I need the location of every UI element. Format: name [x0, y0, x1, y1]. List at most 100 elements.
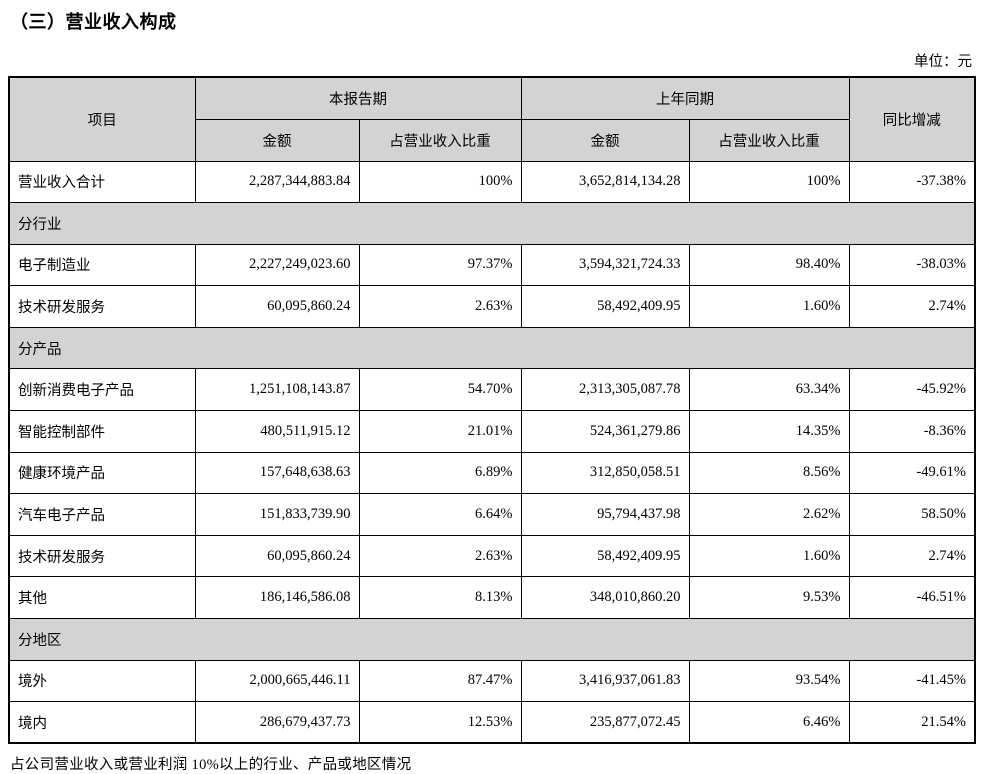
- current-amount-cell: 60,095,860.24: [194, 534, 360, 578]
- col-header-item: 项目: [8, 76, 196, 162]
- section-label: 分地区: [8, 618, 976, 661]
- yoy-change-cell: 58.50%: [848, 493, 976, 536]
- prior-proportion-cell: 14.35%: [688, 410, 850, 453]
- current-proportion-cell: 8.13%: [358, 576, 522, 620]
- table-row: 技术研发服务 60,095,860.24 2.63% 58,492,409.95 1.6…: [8, 534, 976, 578]
- current-proportion-cell: 6.64%: [358, 493, 522, 536]
- item-cell: 境内: [8, 701, 196, 744]
- footer-note: 占公司营业收入或营业利润 10%以上的行业、产品或地区情况: [10, 757, 412, 774]
- item-cell: 技术研发服务: [8, 285, 196, 328]
- table-row: 健康环境产品 157,648,638.63 6.89% 312,850,058.51 8…: [8, 451, 976, 495]
- current-proportion-cell: 2.63%: [358, 285, 522, 328]
- yoy-change-cell: 21.54%: [848, 701, 976, 744]
- current-proportion-cell: 6.89%: [358, 451, 522, 495]
- item-cell: 境外: [8, 659, 196, 703]
- prior-amount-cell: 95,794,437.98: [520, 493, 690, 536]
- prior-proportion-cell: 6.46%: [688, 701, 850, 744]
- header-row-2: 金额 占营业收入比重 金额 占营业收入比重: [9, 118, 975, 162]
- table-row: 汽车电子产品 151,833,739.90 6.64% 95,794,437.98 2.…: [8, 493, 976, 536]
- report-page: （三）营业收入构成 单位：元 项目 本报告期 上年同期 同比增减 金额 占营业收…: [8, 12, 976, 774]
- yoy-change-cell: 2.74%: [848, 285, 976, 328]
- section-label: 分产品: [8, 326, 976, 370]
- prior-amount-cell: 235,877,072.45: [520, 701, 690, 744]
- current-amount-cell: 480,511,915.12: [194, 410, 360, 453]
- table-row: 营业收入合计 2,287,344,883.84 100% 3,652,814,134.…: [8, 160, 976, 204]
- prior-proportion-cell: 1.60%: [688, 534, 850, 578]
- prior-proportion-cell: 100%: [688, 160, 850, 204]
- col-header-prior-amount: 金额: [520, 118, 690, 162]
- unit-label: 单位：元: [914, 54, 972, 70]
- revenue-composition-table: 项目 本报告期 上年同期 同比增减 金额 占营业收入比重 金额 占营业收入比重 …: [8, 76, 976, 745]
- current-amount-cell: 60,095,860.24: [194, 285, 360, 328]
- header-row-1: 项目 本报告期 上年同期 同比增减: [8, 76, 976, 162]
- item-cell: 电子制造业: [8, 243, 196, 287]
- section-row: 分地区: [8, 618, 976, 661]
- current-proportion-cell: 87.47%: [358, 659, 522, 703]
- col-header-prior-proportion: 占营业收入比重: [688, 118, 850, 162]
- col-header-current-proportion: 占营业收入比重: [358, 118, 522, 162]
- table-row: 创新消费电子产品 1,251,108,143.87 54.70% 2,313,305,…: [8, 368, 976, 412]
- prior-proportion-cell: 8.56%: [688, 451, 850, 495]
- prior-proportion-cell: 9.53%: [688, 576, 850, 620]
- col-header-current-amount: 金额: [194, 118, 360, 162]
- item-cell: 汽车电子产品: [8, 493, 196, 536]
- table-row: 境外 2,000,665,446.11 87.47% 3,416,937,061.83…: [8, 659, 976, 703]
- yoy-change-cell: -49.61%: [848, 451, 976, 495]
- col-header-current-period: 本报告期: [194, 76, 522, 120]
- current-amount-cell: 2,227,249,023.60: [194, 243, 360, 287]
- table-row: 电子制造业 2,227,249,023.60 97.37% 3,594,321,724…: [8, 243, 976, 287]
- prior-amount-cell: 3,652,814,134.28: [520, 160, 690, 204]
- prior-amount-cell: 3,416,937,061.83: [520, 659, 690, 703]
- prior-amount-cell: 524,361,279.86: [520, 410, 690, 453]
- item-cell: 其他: [8, 576, 196, 620]
- table-row: 智能控制部件 480,511,915.12 21.01% 524,361,279.86…: [8, 410, 976, 453]
- prior-proportion-cell: 2.62%: [688, 493, 850, 536]
- prior-amount-cell: 2,313,305,087.78: [520, 368, 690, 412]
- item-cell: 技术研发服务: [8, 534, 196, 578]
- section-label: 分行业: [8, 202, 976, 245]
- col-header-prior-period: 上年同期: [520, 76, 850, 120]
- current-amount-cell: 2,000,665,446.11: [194, 659, 360, 703]
- table-row: 其他 186,146,586.08 8.13% 348,010,860.20 9.53%…: [8, 576, 976, 620]
- item-cell: 营业收入合计: [8, 160, 196, 204]
- prior-amount-cell: 348,010,860.20: [520, 576, 690, 620]
- current-amount-cell: 186,146,586.08: [194, 576, 360, 620]
- current-proportion-cell: 12.53%: [358, 701, 522, 744]
- item-cell: 智能控制部件: [8, 410, 196, 453]
- table-row: 境内 286,679,437.73 12.53% 235,877,072.45 6.46…: [8, 701, 976, 744]
- current-proportion-cell: 54.70%: [358, 368, 522, 412]
- table-body: 营业收入合计 2,287,344,883.84 100% 3,652,814,134.…: [8, 160, 976, 744]
- current-amount-cell: 286,679,437.73: [194, 701, 360, 744]
- current-proportion-cell: 97.37%: [358, 243, 522, 287]
- table-row: 技术研发服务 60,095,860.24 2.63% 58,492,409.95 1.6…: [8, 285, 976, 328]
- yoy-change-cell: -38.03%: [848, 243, 976, 287]
- prior-amount-cell: 312,850,058.51: [520, 451, 690, 495]
- current-proportion-cell: 21.01%: [358, 410, 522, 453]
- prior-amount-cell: 58,492,409.95: [520, 534, 690, 578]
- yoy-change-cell: 2.74%: [848, 534, 976, 578]
- current-amount-cell: 151,833,739.90: [194, 493, 360, 536]
- current-amount-cell: 1,251,108,143.87: [194, 368, 360, 412]
- page-title: （三）营业收入构成: [10, 12, 177, 32]
- prior-amount-cell: 58,492,409.95: [520, 285, 690, 328]
- yoy-change-cell: -45.92%: [848, 368, 976, 412]
- section-row: 分产品: [8, 326, 976, 370]
- section-row: 分行业: [8, 202, 976, 245]
- yoy-change-cell: -37.38%: [848, 160, 976, 204]
- yoy-change-cell: -41.45%: [848, 659, 976, 703]
- prior-amount-cell: 3,594,321,724.33: [520, 243, 690, 287]
- current-proportion-cell: 2.63%: [358, 534, 522, 578]
- current-amount-cell: 2,287,344,883.84: [194, 160, 360, 204]
- item-cell: 创新消费电子产品: [8, 368, 196, 412]
- table-header: 项目 本报告期 上年同期 同比增减 金额 占营业收入比重 金额 占营业收入比重: [8, 76, 976, 162]
- prior-proportion-cell: 1.60%: [688, 285, 850, 328]
- prior-proportion-cell: 93.54%: [688, 659, 850, 703]
- current-proportion-cell: 100%: [358, 160, 522, 204]
- item-cell: 健康环境产品: [8, 451, 196, 495]
- prior-proportion-cell: 63.34%: [688, 368, 850, 412]
- prior-proportion-cell: 98.40%: [688, 243, 850, 287]
- col-header-yoy-change: 同比增减: [848, 76, 976, 162]
- current-amount-cell: 157,648,638.63: [194, 451, 360, 495]
- yoy-change-cell: -46.51%: [848, 576, 976, 620]
- yoy-change-cell: -8.36%: [848, 410, 976, 453]
